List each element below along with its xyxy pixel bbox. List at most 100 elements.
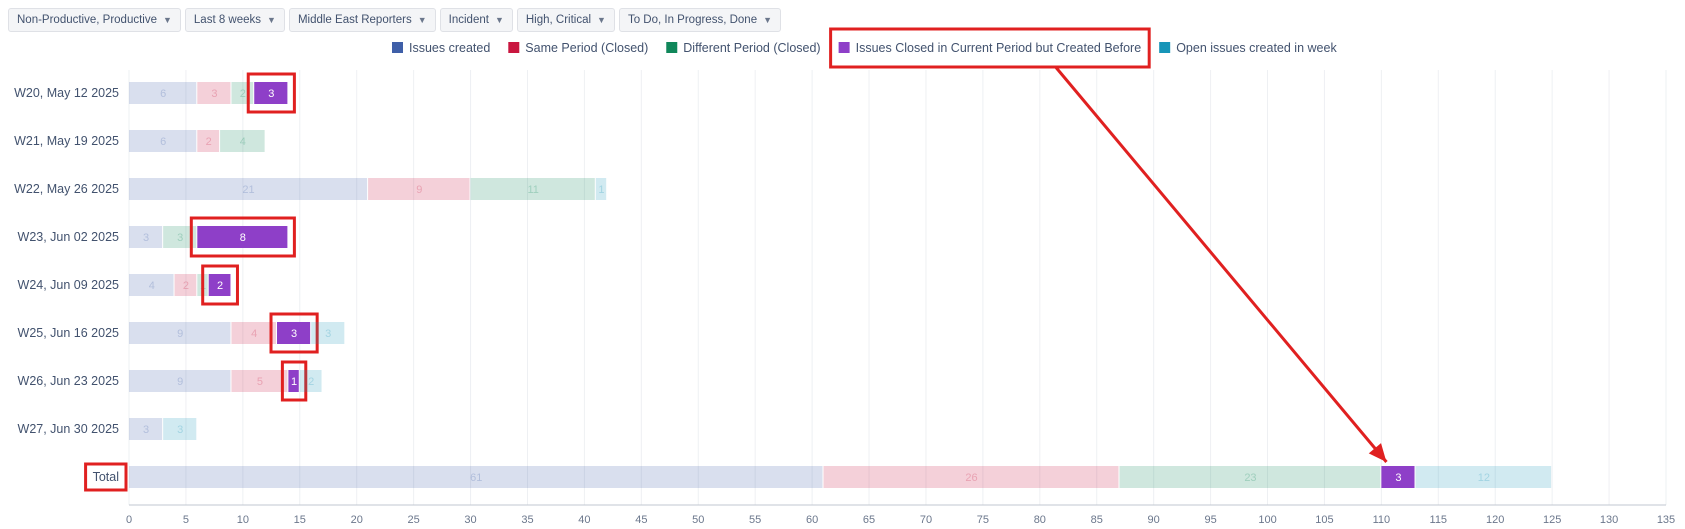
filter-bar: Non-Productive, Productive ▼ Last 8 weeks…: [8, 8, 782, 32]
x-tick-label: 90: [1148, 514, 1160, 526]
bar-value-label: 3: [177, 232, 183, 244]
filter-label: Middle East Reporters: [297, 14, 412, 26]
x-tick-label: 65: [863, 514, 875, 526]
category-label: W21, May 19 2025: [14, 134, 119, 148]
bar-issues-closed-in-current-period-but-created-before: [277, 322, 311, 344]
legend-swatch-issues-closed-in-current-period-but-created-before: [838, 42, 850, 53]
bar-open-issues-created-in-week: [311, 322, 345, 344]
bar-value-label: 23: [1244, 472, 1256, 484]
filter-label: Incident: [448, 14, 489, 26]
filter-label: To Do, In Progress, Done: [627, 14, 758, 26]
bar-different-period-closed: [470, 178, 595, 200]
filter-label: Last 8 weeks: [193, 14, 262, 26]
filter-reporters[interactable]: Middle East Reporters ▼: [288, 8, 436, 32]
x-tick-label: 135: [1657, 514, 1675, 526]
x-tick-label: 115: [1430, 514, 1448, 526]
row-w21-may-19-2025: W21, May 19 2025 6 2 4: [14, 130, 265, 152]
x-tick-label: 125: [1543, 514, 1561, 526]
legend-label-open-issues-created-in-week: Open issues created in week: [1176, 41, 1337, 55]
x-tick-label: 60: [806, 514, 818, 526]
x-tick-label: 85: [1091, 514, 1103, 526]
bar-value-label: 3: [325, 328, 331, 340]
x-tick-label: 100: [1258, 514, 1276, 526]
bar-same-period-closed: [197, 82, 231, 104]
legend-label-issues-created: Issues created: [409, 41, 490, 55]
bar-issues-created: [129, 226, 163, 248]
bar-value-label: 3: [291, 328, 297, 340]
bar-issues-created: [129, 322, 231, 344]
x-tick-label: 95: [1204, 514, 1216, 526]
bar-issues-created: [129, 466, 823, 488]
filter-period[interactable]: Last 8 weeks ▼: [184, 8, 285, 32]
row-w23-jun-02-2025: W23, Jun 02 2025 3 3 8: [18, 216, 296, 258]
bar-issues-created: [129, 82, 197, 104]
bar-open-issues-created-in-week: [1415, 466, 1552, 488]
highlight-box: [280, 360, 308, 402]
x-tick-label: 55: [749, 514, 761, 526]
x-grid: 0 5 10 15 20 25 30 35 40 45 50 55 60 65 70 75 80 85 90 95 10…: [126, 70, 1675, 526]
x-tick-label: 0: [126, 514, 132, 526]
bar-same-period-closed: [197, 130, 220, 152]
x-tick-label: 80: [1034, 514, 1046, 526]
legend-swatch-different-period-closed: [666, 42, 678, 53]
bar-value-label: 2: [206, 136, 212, 148]
row-w27-jun-30-2025: W27, Jun 30 2025 3 3: [18, 418, 197, 440]
legend-swatch-open-issues-created-in-week: [1159, 42, 1171, 53]
filter-status[interactable]: To Do, In Progress, Done ▼: [618, 8, 782, 32]
category-label: W25, Jun 16 2025: [18, 326, 120, 340]
bar-value-label: 1: [598, 184, 604, 196]
bar-value-label: 3: [211, 88, 217, 100]
bar-same-period-closed: [231, 322, 277, 344]
filter-priority[interactable]: High, Critical ▼: [516, 8, 615, 32]
category-label: W24, Jun 09 2025: [18, 278, 120, 292]
bar-value-label: 5: [257, 376, 263, 388]
filter-issue-type[interactable]: Incident ▼: [439, 8, 513, 32]
bar-value-label: 11: [527, 184, 538, 196]
row-w24-jun-09-2025: W24, Jun 09 2025 4 2 1 2: [18, 264, 239, 306]
row-w26-jun-23-2025: W26, Jun 23 2025 9 5 1 2: [18, 360, 322, 402]
category-label: W23, Jun 02 2025: [18, 230, 120, 244]
bar-value-label: 9: [416, 184, 422, 196]
chevron-down-icon: ▼: [597, 15, 606, 25]
chevron-down-icon: ▼: [417, 15, 427, 25]
bar-open-issues-created-in-week: [299, 370, 322, 392]
row-w25-jun-16-2025: W25, Jun 16 2025 9 4 3 3: [18, 312, 345, 354]
bar-value-label: 2: [240, 88, 246, 100]
bar-value-label: 61: [470, 472, 482, 484]
filter-work-type[interactable]: Non-Productive, Productive ▼: [8, 8, 181, 32]
row-total: Total 61 26 23 3 12: [84, 462, 1552, 492]
bar-issues-created: [129, 130, 197, 152]
bar-issues-closed-in-current-period-but-created-before: [254, 82, 288, 104]
bar-issues-created: [129, 274, 174, 296]
x-tick-label: 15: [294, 514, 306, 526]
bar-value-label: 3: [143, 232, 149, 244]
annotation-arrow: [1054, 66, 1388, 463]
chevron-down-icon: ▼: [763, 15, 773, 25]
bar-value-label: 3: [143, 424, 149, 436]
bar-different-period-closed: [220, 130, 265, 152]
bar-issues-created: [129, 418, 163, 440]
category-label: W26, Jun 23 2025: [18, 374, 120, 388]
bar-value-label: 9: [177, 376, 183, 388]
x-tick-label: 130: [1600, 514, 1618, 526]
bar-value-label: 9: [177, 328, 183, 340]
bar-value-label: 21: [242, 184, 254, 196]
legend-highlight-box: [829, 27, 1151, 69]
highlight-box: [201, 264, 239, 306]
bar-value-label: 3: [1395, 472, 1401, 484]
bar-value-label: 3: [268, 88, 274, 100]
chevron-down-icon: ▼: [494, 15, 504, 25]
bar-value-label: 26: [965, 472, 977, 484]
highlight-box: [246, 72, 296, 114]
legend-label-issues-closed-in-current-period-but-created-before: Issues Closed in Current Period but Crea…: [856, 41, 1142, 55]
bar-different-period-closed: [163, 226, 197, 248]
bar-same-period-closed: [174, 274, 197, 296]
bar-value-label: 2: [183, 280, 189, 292]
chevron-down-icon: ▼: [162, 15, 172, 25]
bar-value-label: 12: [1478, 472, 1490, 484]
x-tick-label: 30: [464, 514, 476, 526]
arrow-head: [1368, 443, 1387, 462]
bar-issues-created: [129, 178, 368, 200]
legend: Issues created Same Period (Closed) Differ…: [392, 27, 1337, 69]
